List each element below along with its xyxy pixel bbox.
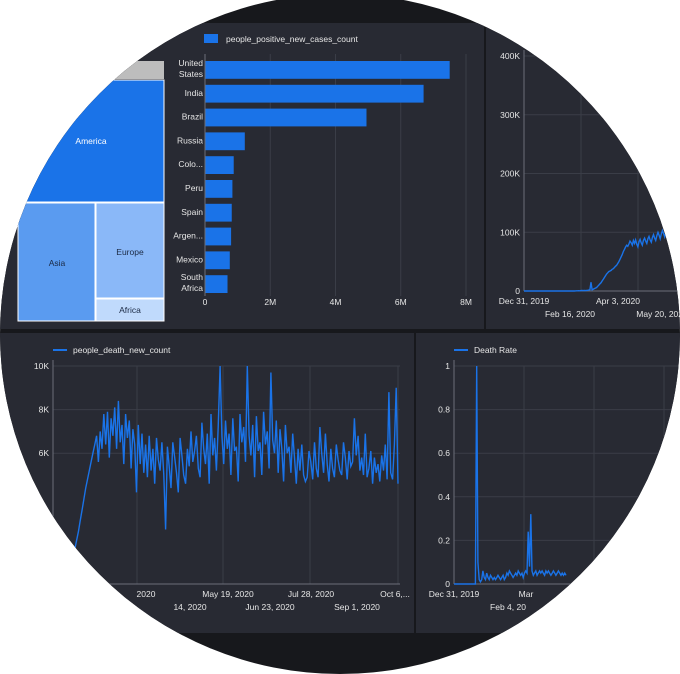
legend-label: people_death_new_count <box>73 345 171 355</box>
bar <box>205 156 234 174</box>
x-tick-label: May 20, 2020 <box>636 309 680 319</box>
category-label: Argen... <box>173 231 203 241</box>
y-tick-label: 1 <box>445 361 450 371</box>
treemap-top-cell <box>18 61 164 79</box>
x-tick-label: 0 <box>203 297 208 307</box>
category-label: Mexico <box>176 254 203 264</box>
x-tick-label: 6M <box>395 297 407 307</box>
category-label: South Africa <box>181 272 203 293</box>
legend-swatch <box>204 34 218 43</box>
y-tick-label: 6K <box>39 448 50 458</box>
category-label: Brazil <box>182 112 203 122</box>
y-tick-label: 100K <box>500 227 520 237</box>
y-tick-label: 0.8 <box>438 405 450 415</box>
bar <box>205 132 245 151</box>
x-tick-label: Feb 4, 20 <box>490 602 526 612</box>
category-label-line: South <box>181 272 203 282</box>
y-tick-label: 200K <box>500 169 520 179</box>
category-label: India <box>185 88 204 98</box>
cases-bar-panel: people_positive_new_cases_count 0 2M 4M 6M 8M… <box>168 23 484 329</box>
category-label: Spain <box>181 207 203 217</box>
treemap-panel: America Asia Europe Africa <box>0 23 168 329</box>
x-tick-label: Feb 16, 2020 <box>545 309 595 319</box>
y-tick-label: 8K <box>39 405 50 415</box>
x-tick-label: 8M <box>460 297 472 307</box>
x-tick-label: 2020 <box>137 589 156 599</box>
treemap-label: Europe <box>116 247 144 257</box>
daily-cases-line-chart: 0 100K 200K 300K 400K Dec 31, 2019 Apr 3, 2020… <box>499 50 680 319</box>
x-tick-label: Mar <box>519 589 534 599</box>
bar <box>205 227 232 246</box>
bar <box>205 108 367 127</box>
treemap-cell <box>95 298 165 322</box>
category-label: United States <box>178 58 203 79</box>
category-label-line: Africa <box>181 283 203 293</box>
x-tick-label: May 19, 2020 <box>202 589 254 599</box>
treemap-label: Asia <box>49 258 66 268</box>
x-tick-label: Oct 6,... <box>380 589 410 599</box>
category-label: Colo... <box>178 159 203 169</box>
x-tick-label: Dec 31, 2019 <box>499 296 550 306</box>
treemap-label: Africa <box>119 305 141 315</box>
deaths-line-chart: people_death_new_count 6K 8K 10K 2020 May 19,… <box>34 345 410 612</box>
death-rate-line-chart: Death Rate 0 0.2 0.4 0.6 0.8 1 Dec 31, 2019 Mar F… <box>429 345 680 612</box>
series-line <box>52 365 399 585</box>
bar <box>205 251 230 270</box>
x-tick-label: Apr 3, 2020 <box>596 296 640 306</box>
bar <box>205 180 233 198</box>
legend-label: Death Rate <box>474 345 517 355</box>
treemap-cell <box>17 79 165 203</box>
series-line <box>524 224 669 292</box>
x-tick-label: 14, 2020 <box>173 602 206 612</box>
treemap-label: America <box>75 136 106 146</box>
y-tick-label: 400K <box>500 51 520 61</box>
category-label-line: United <box>178 58 203 68</box>
x-tick-label: 4M <box>330 297 342 307</box>
cases-bar-chart: people_positive_new_cases_count 0 2M 4M 6M 8M… <box>173 34 472 307</box>
y-tick-label: 0.2 <box>438 535 450 545</box>
x-tick-label: Jun 23, 2020 <box>245 602 294 612</box>
category-label-line: States <box>179 69 203 79</box>
x-tick-label: Sep 1, 2020 <box>334 602 380 612</box>
bar <box>205 275 228 293</box>
treemap-cell <box>95 202 165 299</box>
deaths-line-panel: people_death_new_count 6K 8K 10K 2020 May 19,… <box>0 333 414 633</box>
bar <box>205 84 424 103</box>
legend-label: people_positive_new_cases_count <box>226 34 358 44</box>
x-tick-label: 2M <box>264 297 276 307</box>
x-tick-label: Jul 28, 2020 <box>288 589 335 599</box>
x-tick-label: Dec 31, 2019 <box>429 589 480 599</box>
death-rate-line-panel: Death Rate 0 0.2 0.4 0.6 0.8 1 Dec 31, 2019 Mar F… <box>416 333 680 633</box>
category-label: Peru <box>185 183 203 193</box>
y-tick-label: 0.6 <box>438 448 450 458</box>
bar <box>205 61 450 79</box>
y-tick-label: 0 <box>515 286 520 296</box>
bar <box>205 203 232 222</box>
y-tick-label: 10K <box>34 361 49 371</box>
daily-cases-line-panel: 0 100K 200K 300K 400K Dec 31, 2019 Apr 3, 2020… <box>486 23 680 329</box>
y-tick-label: 300K <box>500 110 520 120</box>
treemap-chart: America Asia Europe Africa <box>17 61 165 322</box>
series-line <box>454 365 567 585</box>
treemap-cell <box>17 202 96 322</box>
y-tick-label: 0.4 <box>438 492 450 502</box>
category-label: Russia <box>177 135 203 145</box>
y-tick-label: 0 <box>445 579 450 589</box>
